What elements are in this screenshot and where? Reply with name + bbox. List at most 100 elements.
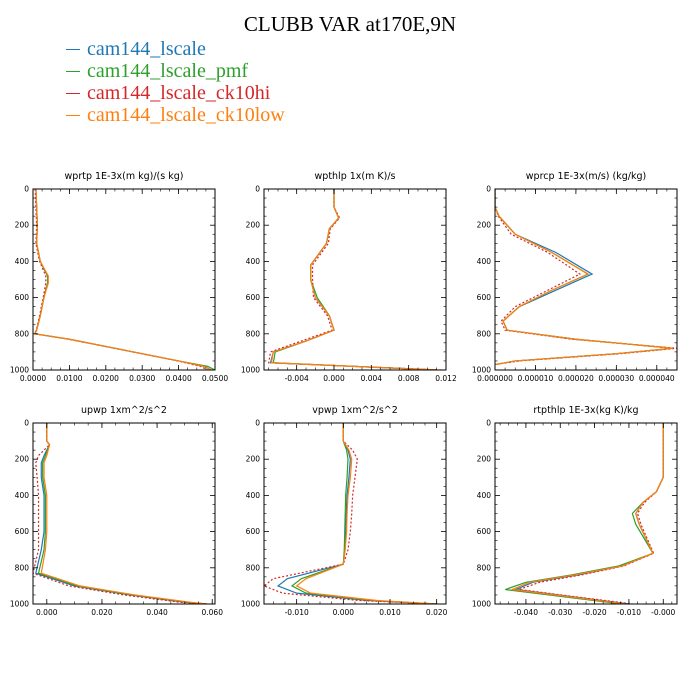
y-tick-label: 400 bbox=[246, 257, 261, 266]
legend-swatch bbox=[66, 114, 80, 116]
chart-panel: rtpthlp 1E-3x(kg K)/kg 0 200 400 600 800 1000 -… bbox=[472, 405, 678, 617]
x-tick-label: -0.010 bbox=[285, 608, 309, 617]
y-tick-label: 1000 bbox=[241, 600, 260, 609]
series-line bbox=[295, 423, 437, 604]
legend-item: cam144_lscale_pmf bbox=[66, 60, 285, 82]
y-tick-label: 1000 bbox=[472, 366, 491, 375]
plot-frame bbox=[32, 422, 216, 605]
chart-panel: upwp 1xm^2/s^2 0 200 400 600 800 1000 0.000 0.02… bbox=[10, 405, 223, 617]
series-line bbox=[495, 189, 674, 366]
y-tick-label: 400 bbox=[15, 257, 30, 266]
x-tick-label: 0.0300 bbox=[129, 374, 155, 383]
x-tick-label: 0.060 bbox=[202, 608, 224, 617]
series-line bbox=[495, 189, 674, 366]
legend-swatch bbox=[66, 48, 80, 50]
x-tick-label: 0.020 bbox=[426, 608, 448, 617]
plot-frame bbox=[263, 188, 447, 371]
y-tick-label: 800 bbox=[477, 563, 492, 572]
legend-label: cam144_lscale bbox=[87, 38, 206, 60]
x-tick-label: 0.000020 bbox=[558, 374, 594, 383]
y-tick-label: 0 bbox=[24, 185, 29, 194]
legend: cam144_lscale cam144_lscale_pmf cam144_l… bbox=[66, 38, 285, 126]
x-tick-label: 0.000040 bbox=[639, 374, 675, 383]
y-tick-label: 200 bbox=[15, 455, 30, 464]
y-tick-label: 0 bbox=[255, 419, 260, 428]
y-tick-label: 600 bbox=[15, 293, 30, 302]
y-tick-label: 200 bbox=[246, 221, 261, 230]
plot-frame bbox=[32, 188, 216, 371]
series-line bbox=[269, 189, 437, 370]
legend-item: cam144_lscale_ck10hi bbox=[66, 82, 285, 104]
y-tick-label: 400 bbox=[477, 257, 492, 266]
x-tick-label: 0.0100 bbox=[56, 374, 82, 383]
chart-panel: wpthlp 1x(m K)/s 0 200 400 600 800 1000 -0.004 0… bbox=[241, 171, 457, 383]
series-line bbox=[518, 423, 664, 604]
series-line bbox=[37, 423, 207, 604]
series-line bbox=[264, 423, 437, 604]
series-line bbox=[33, 423, 207, 604]
x-tick-label: 0.000000 bbox=[477, 374, 513, 383]
y-tick-label: 600 bbox=[15, 527, 30, 536]
series-line bbox=[509, 423, 664, 604]
legend-item: cam144_lscale_ck10low bbox=[66, 104, 285, 126]
x-tick-label: 0.040 bbox=[146, 608, 168, 617]
series-line bbox=[276, 423, 437, 604]
legend-label: cam144_lscale_pmf bbox=[87, 60, 249, 82]
x-tick-label: 0.000030 bbox=[598, 374, 634, 383]
y-tick-label: 600 bbox=[246, 527, 261, 536]
y-tick-label: 1000 bbox=[10, 366, 29, 375]
x-tick-label: -0.004 bbox=[285, 374, 309, 383]
x-tick-label: -0.010 bbox=[617, 608, 641, 617]
figure-title: CLUBB VAR at170E,9N bbox=[243, 12, 457, 36]
x-tick-label: 0.0200 bbox=[93, 374, 119, 383]
series-line bbox=[35, 423, 207, 604]
y-tick-label: 200 bbox=[477, 455, 492, 464]
legend-label: cam144_lscale_ck10hi bbox=[87, 82, 271, 104]
x-tick-label: -0.020 bbox=[582, 608, 606, 617]
x-tick-label: 0.000 bbox=[333, 608, 355, 617]
y-tick-label: 800 bbox=[15, 563, 30, 572]
y-tick-label: 800 bbox=[246, 563, 261, 572]
plot-frame bbox=[263, 422, 447, 605]
series-line bbox=[40, 423, 207, 604]
y-tick-label: 1000 bbox=[10, 600, 29, 609]
series-line bbox=[505, 423, 664, 604]
y-tick-label: 400 bbox=[15, 491, 30, 500]
series-line bbox=[33, 189, 215, 370]
y-tick-label: 1000 bbox=[241, 366, 260, 375]
x-tick-label: -0.040 bbox=[514, 608, 538, 617]
x-tick-label: 0.000 bbox=[36, 608, 58, 617]
panel-title: upwp 1xm^2/s^2 bbox=[81, 405, 167, 416]
y-tick-label: 200 bbox=[15, 221, 30, 230]
plot-frame bbox=[494, 422, 678, 605]
y-tick-label: 600 bbox=[477, 527, 492, 536]
y-tick-label: 800 bbox=[15, 329, 30, 338]
series-line bbox=[513, 423, 664, 604]
series-line bbox=[33, 189, 212, 370]
y-tick-label: 200 bbox=[246, 455, 261, 464]
panel-title: rtpthlp 1E-3x(kg K)/kg bbox=[533, 405, 638, 416]
legend-item: cam144_lscale bbox=[66, 38, 285, 60]
x-tick-label: 0.000010 bbox=[518, 374, 554, 383]
y-tick-label: 1000 bbox=[472, 600, 491, 609]
x-tick-label: 0.000 bbox=[323, 374, 345, 383]
x-tick-label: 0.0400 bbox=[165, 374, 191, 383]
series-line bbox=[33, 189, 208, 370]
y-tick-label: 0 bbox=[255, 185, 260, 194]
legend-swatch bbox=[66, 70, 80, 72]
panel-title: wprcp 1E-3x(m/s) (kg/kg) bbox=[526, 171, 646, 182]
panel-title: vpwp 1xm^2/s^2 bbox=[312, 405, 398, 416]
series-line bbox=[495, 189, 674, 366]
y-tick-label: 0 bbox=[486, 419, 491, 428]
y-tick-label: 0 bbox=[24, 419, 29, 428]
legend-label: cam144_lscale_ck10low bbox=[87, 104, 285, 126]
y-tick-label: 400 bbox=[477, 491, 492, 500]
y-tick-label: 600 bbox=[477, 293, 492, 302]
y-tick-label: 600 bbox=[246, 293, 261, 302]
y-tick-label: 800 bbox=[477, 329, 492, 338]
legend-swatch bbox=[66, 92, 80, 94]
series-line bbox=[33, 189, 212, 370]
x-tick-label: 0.0000 bbox=[20, 374, 46, 383]
chart-panel: wprcp 1E-3x(m/s) (kg/kg) 0 200 400 600 800 100… bbox=[472, 171, 678, 383]
